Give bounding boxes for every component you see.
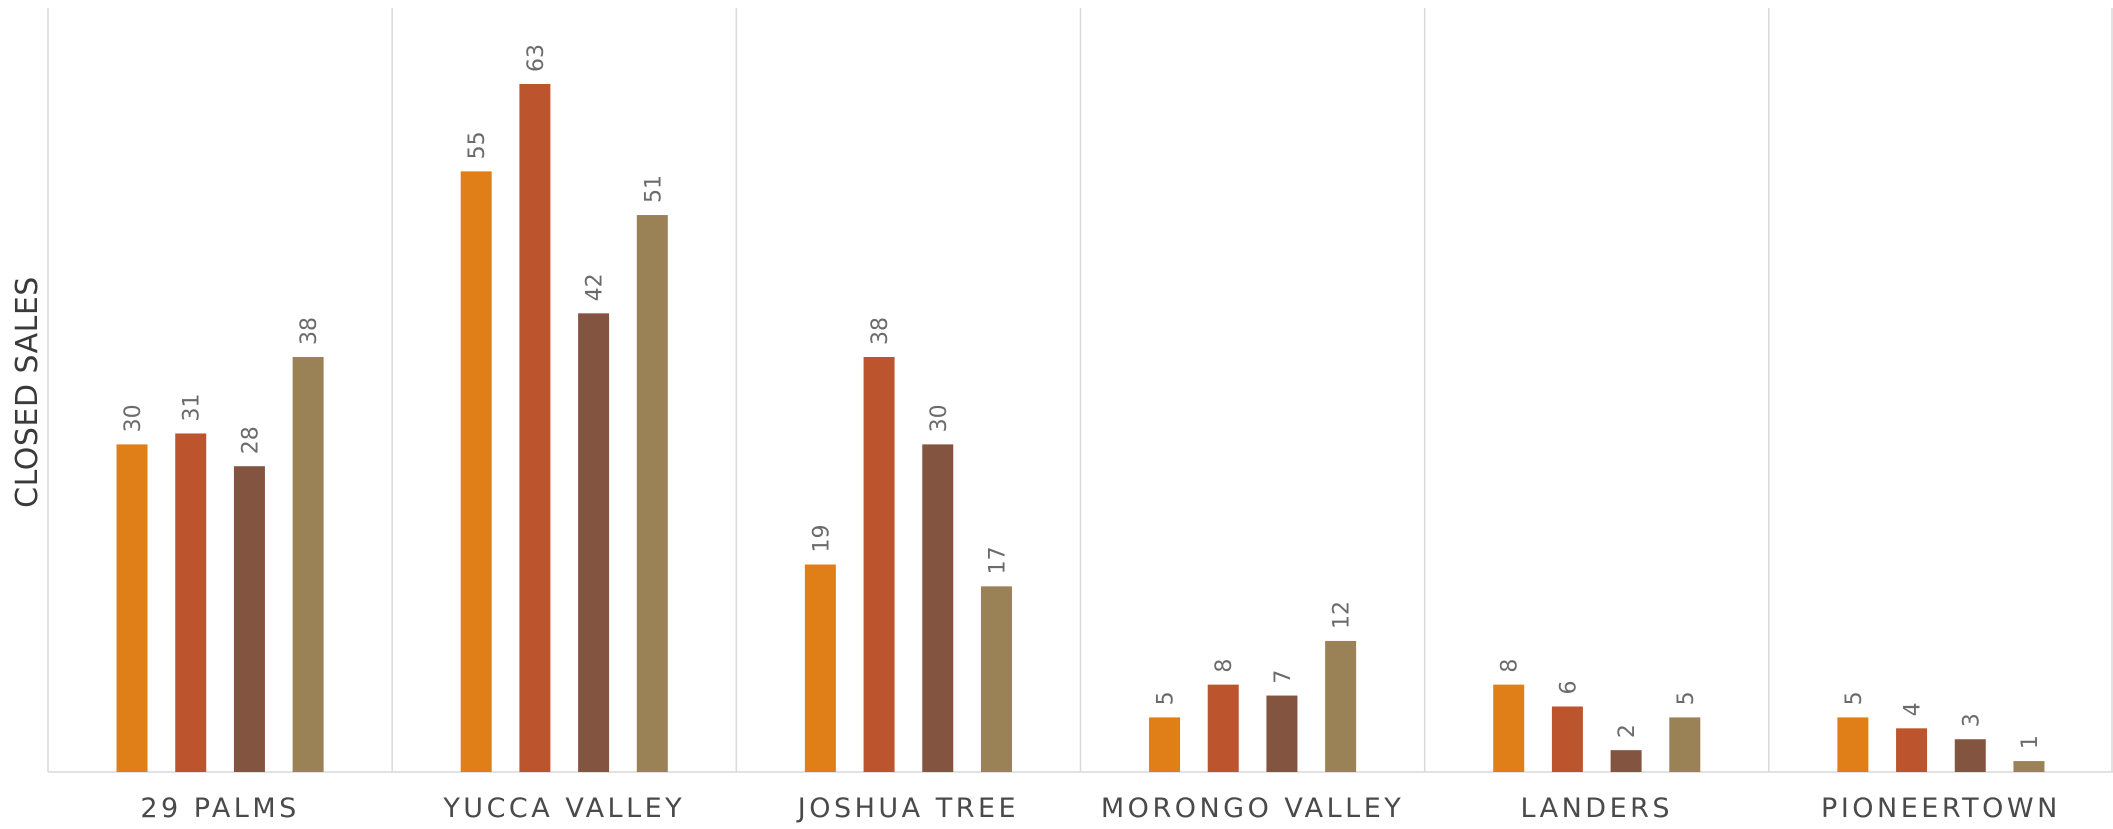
bar — [2013, 761, 2045, 772]
bar — [1837, 717, 1869, 772]
bar — [1493, 684, 1525, 772]
data-label: 6 — [1556, 680, 1581, 694]
data-label: 63 — [524, 44, 549, 72]
data-label: 51 — [641, 175, 666, 203]
data-label: 1 — [2018, 735, 2043, 749]
data-label: 2 — [1615, 724, 1640, 738]
data-label: 55 — [465, 131, 490, 159]
bar — [1149, 717, 1181, 772]
data-label: 28 — [238, 426, 263, 454]
bar — [922, 444, 954, 772]
bar — [1207, 684, 1239, 772]
bar — [116, 444, 148, 772]
data-label: 5 — [1674, 691, 1699, 705]
data-label: 30 — [121, 404, 146, 432]
bar — [1669, 717, 1701, 772]
bar — [980, 586, 1012, 772]
y-axis-label: CLOSED SALES — [10, 276, 45, 508]
data-label: 42 — [583, 273, 608, 301]
data-label: 7 — [1271, 670, 1296, 684]
data-label: 19 — [809, 525, 834, 553]
bar — [460, 171, 492, 772]
data-label: 31 — [180, 393, 205, 421]
data-label: 3 — [1959, 713, 1984, 727]
data-label: 12 — [1330, 601, 1355, 629]
data-label: 5 — [1154, 691, 1179, 705]
bar — [1325, 640, 1357, 772]
data-label: 17 — [985, 546, 1010, 574]
bar — [1896, 728, 1928, 772]
bar — [519, 84, 551, 772]
bar — [1954, 739, 1986, 772]
bar — [1610, 750, 1642, 772]
bar — [636, 215, 668, 773]
data-label: 8 — [1212, 659, 1237, 673]
x-tick-label: JOSHUA TREE — [796, 793, 1019, 824]
bar — [1551, 706, 1583, 772]
x-tick-label: LANDERS — [1520, 793, 1673, 824]
bar — [578, 313, 610, 772]
x-tick-label: YUCCA VALLEY — [442, 793, 685, 824]
data-label: 38 — [868, 317, 893, 345]
bar — [863, 357, 895, 772]
data-label: 4 — [1901, 702, 1926, 716]
data-label: 30 — [927, 404, 952, 432]
bar — [233, 466, 265, 772]
x-tick-label: MORONGO VALLEY — [1101, 793, 1404, 824]
data-label: 38 — [297, 317, 322, 345]
bar — [804, 564, 836, 772]
bar — [1266, 695, 1298, 772]
x-tick-label: 29 PALMS — [140, 793, 299, 824]
x-tick-label: PIONEERTOWN — [1821, 793, 2061, 824]
data-label: 8 — [1498, 659, 1523, 673]
bar — [292, 357, 324, 772]
data-label: 5 — [1842, 691, 1867, 705]
bar — [175, 433, 207, 772]
